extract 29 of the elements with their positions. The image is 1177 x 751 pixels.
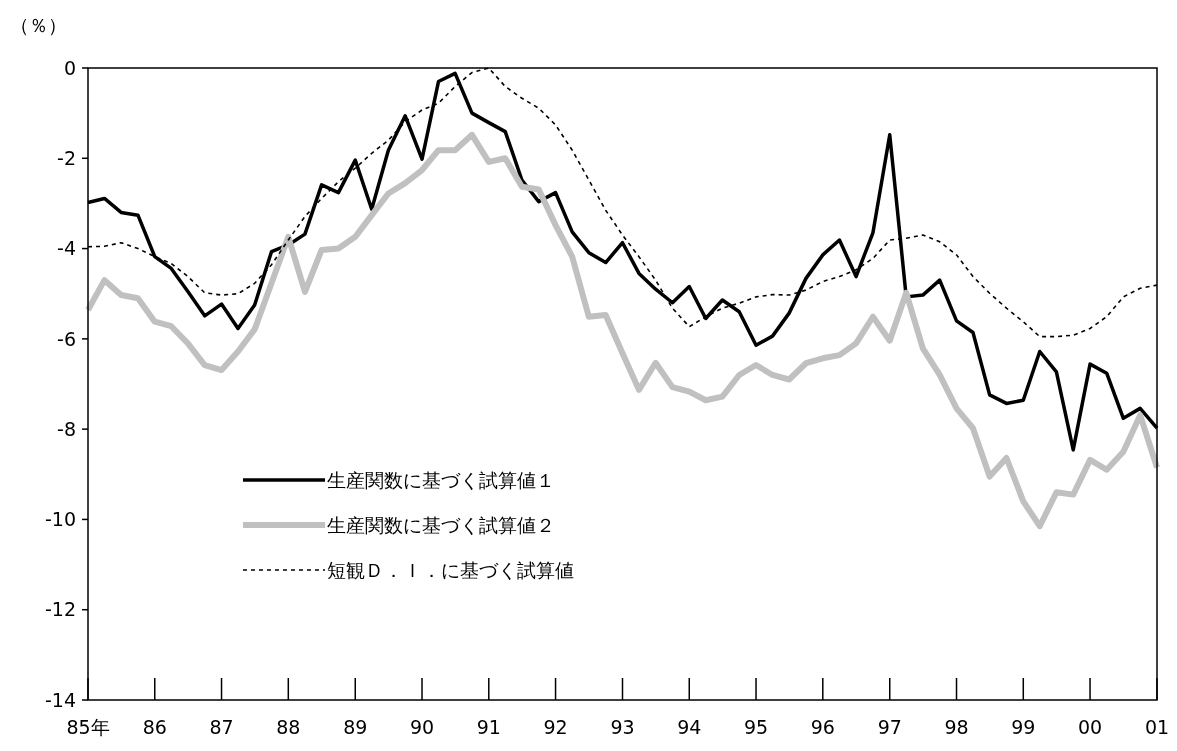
x-tick-label: 99 xyxy=(1011,716,1036,738)
x-tick-label: 97 xyxy=(877,716,902,738)
x-tick-label: 93 xyxy=(610,716,635,738)
x-tick-label: 00 xyxy=(1077,716,1103,738)
y-tick-label: -8 xyxy=(57,417,76,440)
legend-label: 生産関数に基づく試算値２ xyxy=(327,513,555,536)
y-tick-label: -10 xyxy=(44,508,76,531)
y-tick-label: -2 xyxy=(57,146,76,169)
y-tick-label: -12 xyxy=(44,598,76,621)
x-tick-label: 94 xyxy=(677,716,702,738)
y-tick-label: -6 xyxy=(57,327,76,350)
x-tick-label: 96 xyxy=(810,716,835,738)
x-tick-label: 95 xyxy=(743,716,769,738)
x-tick-label: 98 xyxy=(944,716,969,738)
x-tick-label: 88 xyxy=(276,716,301,738)
x-tick-label: 92 xyxy=(543,716,568,738)
legend-label: 生産関数に基づく試算値１ xyxy=(327,468,555,491)
x-tick-label: 85年 xyxy=(66,716,110,738)
y-axis-title: （％） xyxy=(10,14,67,36)
y-tick-label: -14 xyxy=(44,688,76,711)
x-tick-label: 90 xyxy=(409,716,435,738)
x-tick-label: 86 xyxy=(142,716,167,738)
x-tick-label: 91 xyxy=(476,716,501,738)
x-tick-label: 87 xyxy=(209,716,234,738)
y-tick-label: -4 xyxy=(57,237,76,260)
y-tick-label: 0 xyxy=(63,56,76,79)
x-tick-label: 01 xyxy=(1144,716,1170,738)
legend-label: 短観Ｄ．Ｉ．に基づく試算値 xyxy=(327,558,574,581)
x-tick-label: 89 xyxy=(343,716,368,738)
